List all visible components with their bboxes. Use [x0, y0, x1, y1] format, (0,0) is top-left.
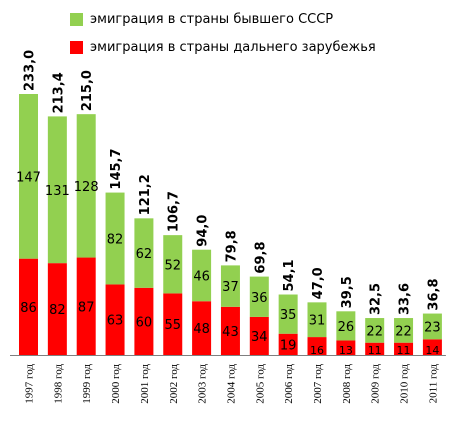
legend-label-cis: эмиграция в страны бывшего СССР [90, 11, 334, 27]
label-cis-5: 52 [164, 258, 181, 273]
x-tick-label-9: 2006 год [283, 364, 295, 404]
x-tick-label-4: 2001 год [139, 364, 151, 404]
bar-cis-6 [192, 249, 212, 302]
label-cis-1: 131 [45, 184, 70, 199]
bar-far-14 [422, 339, 442, 355]
bar-far-6 [192, 301, 212, 355]
label-far-3: 63 [107, 314, 124, 329]
x-tick-label-10: 2007 год [312, 364, 324, 404]
bar-cis-13 [394, 318, 414, 343]
label-cis-6: 46 [193, 269, 210, 284]
x-tick-label-14: 2011 год [427, 364, 439, 404]
bar-far-8 [249, 316, 269, 355]
label-far-7: 43 [222, 325, 239, 340]
total-label-1: 213,4 [51, 72, 66, 113]
x-tick-label-12: 2009 год [370, 364, 382, 404]
total-label-4: 121,2 [138, 174, 153, 215]
label-far-1: 82 [49, 303, 66, 318]
label-cis-10: 31 [309, 314, 326, 329]
total-label-5: 106,7 [167, 191, 182, 232]
legend-swatch-far [70, 40, 83, 54]
total-label-9: 54,1 [282, 259, 297, 291]
label-far-13: 11 [397, 344, 411, 357]
label-far-0: 86 [20, 301, 37, 316]
bar-cis-12 [365, 318, 385, 343]
bar-cis-1 [47, 116, 67, 264]
bar-far-2 [76, 257, 96, 355]
label-far-12: 11 [368, 344, 382, 357]
total-label-3: 145,7 [109, 148, 124, 189]
label-far-2: 87 [78, 300, 95, 315]
bar-cis-7 [220, 265, 240, 307]
total-label-13: 33,6 [398, 283, 413, 315]
label-cis-9: 35 [280, 308, 297, 323]
label-cis-12: 22 [366, 324, 383, 339]
x-tick-label-2: 1999 год [81, 364, 93, 404]
bar-cis-8 [249, 276, 269, 317]
label-cis-13: 22 [395, 324, 412, 339]
x-tick-label-3: 2000 год [110, 364, 122, 404]
total-label-0: 233,0 [23, 50, 38, 91]
label-cis-11: 26 [338, 320, 355, 335]
bar-cis-4 [134, 218, 154, 288]
x-tick-label-0: 1997 год [24, 364, 36, 404]
label-cis-14: 23 [424, 320, 441, 335]
label-cis-3: 82 [107, 233, 124, 248]
total-label-8: 69,8 [253, 242, 268, 274]
bar-cis-10 [307, 302, 327, 338]
bar-far-0 [19, 258, 38, 355]
label-cis-0: 147 [16, 170, 41, 185]
total-label-11: 39,5 [340, 276, 355, 308]
label-far-6: 48 [193, 322, 210, 337]
x-tick-label-8: 2005 год [254, 364, 266, 404]
legend-item-cis: эмиграция в страны бывшего СССР [70, 10, 333, 28]
total-label-7: 79,8 [224, 230, 239, 262]
bar-far-7 [220, 306, 240, 355]
bar-cis-11 [336, 311, 356, 341]
bar-far-12 [365, 342, 385, 355]
legend-item-far: эмиграция в страны дальнего зарубежья [70, 38, 376, 56]
label-cis-4: 62 [136, 247, 153, 262]
x-tick-label-13: 2010 год [399, 364, 411, 404]
bar-far-1 [47, 263, 67, 355]
label-far-11: 13 [339, 344, 353, 357]
bar-cis-2 [76, 114, 96, 258]
label-far-14: 14 [425, 344, 439, 357]
total-label-12: 32,5 [369, 283, 384, 315]
label-cis-2: 128 [74, 180, 99, 195]
bar-cis-9 [278, 294, 298, 334]
bar-far-4 [134, 287, 154, 355]
label-far-9: 19 [280, 338, 297, 353]
label-far-5: 55 [164, 318, 181, 333]
bar-cis-3 [105, 192, 125, 285]
label-cis-7: 37 [222, 280, 239, 295]
legend-swatch-cis [70, 12, 83, 26]
total-label-6: 94,0 [196, 215, 211, 247]
bar-cis-0 [19, 94, 38, 259]
bar-far-11 [336, 340, 356, 355]
total-label-2: 215,0 [80, 70, 95, 111]
bar-far-3 [105, 284, 125, 355]
bar-far-5 [163, 293, 183, 355]
legend-label-far: эмиграция в страны дальнего зарубежья [90, 39, 376, 55]
bar-cis-14 [422, 313, 442, 340]
bar-far-9 [278, 333, 298, 355]
total-label-14: 36,8 [426, 278, 441, 310]
label-far-10: 16 [310, 344, 324, 357]
label-far-8: 34 [251, 330, 268, 345]
label-far-4: 60 [136, 315, 153, 330]
bar-far-13 [394, 342, 414, 355]
x-tick-label-7: 2004 год [225, 364, 237, 404]
bar-far-10 [307, 337, 327, 355]
label-cis-8: 36 [251, 291, 268, 306]
x-tick-label-6: 2003 год [197, 364, 209, 404]
x-tick-label-1: 1998 год [52, 364, 64, 404]
bar-cis-5 [163, 235, 183, 294]
total-label-10: 47,0 [311, 267, 326, 299]
x-tick-label-11: 2008 год [341, 364, 353, 404]
x-tick-label-5: 2002 год [168, 364, 180, 404]
